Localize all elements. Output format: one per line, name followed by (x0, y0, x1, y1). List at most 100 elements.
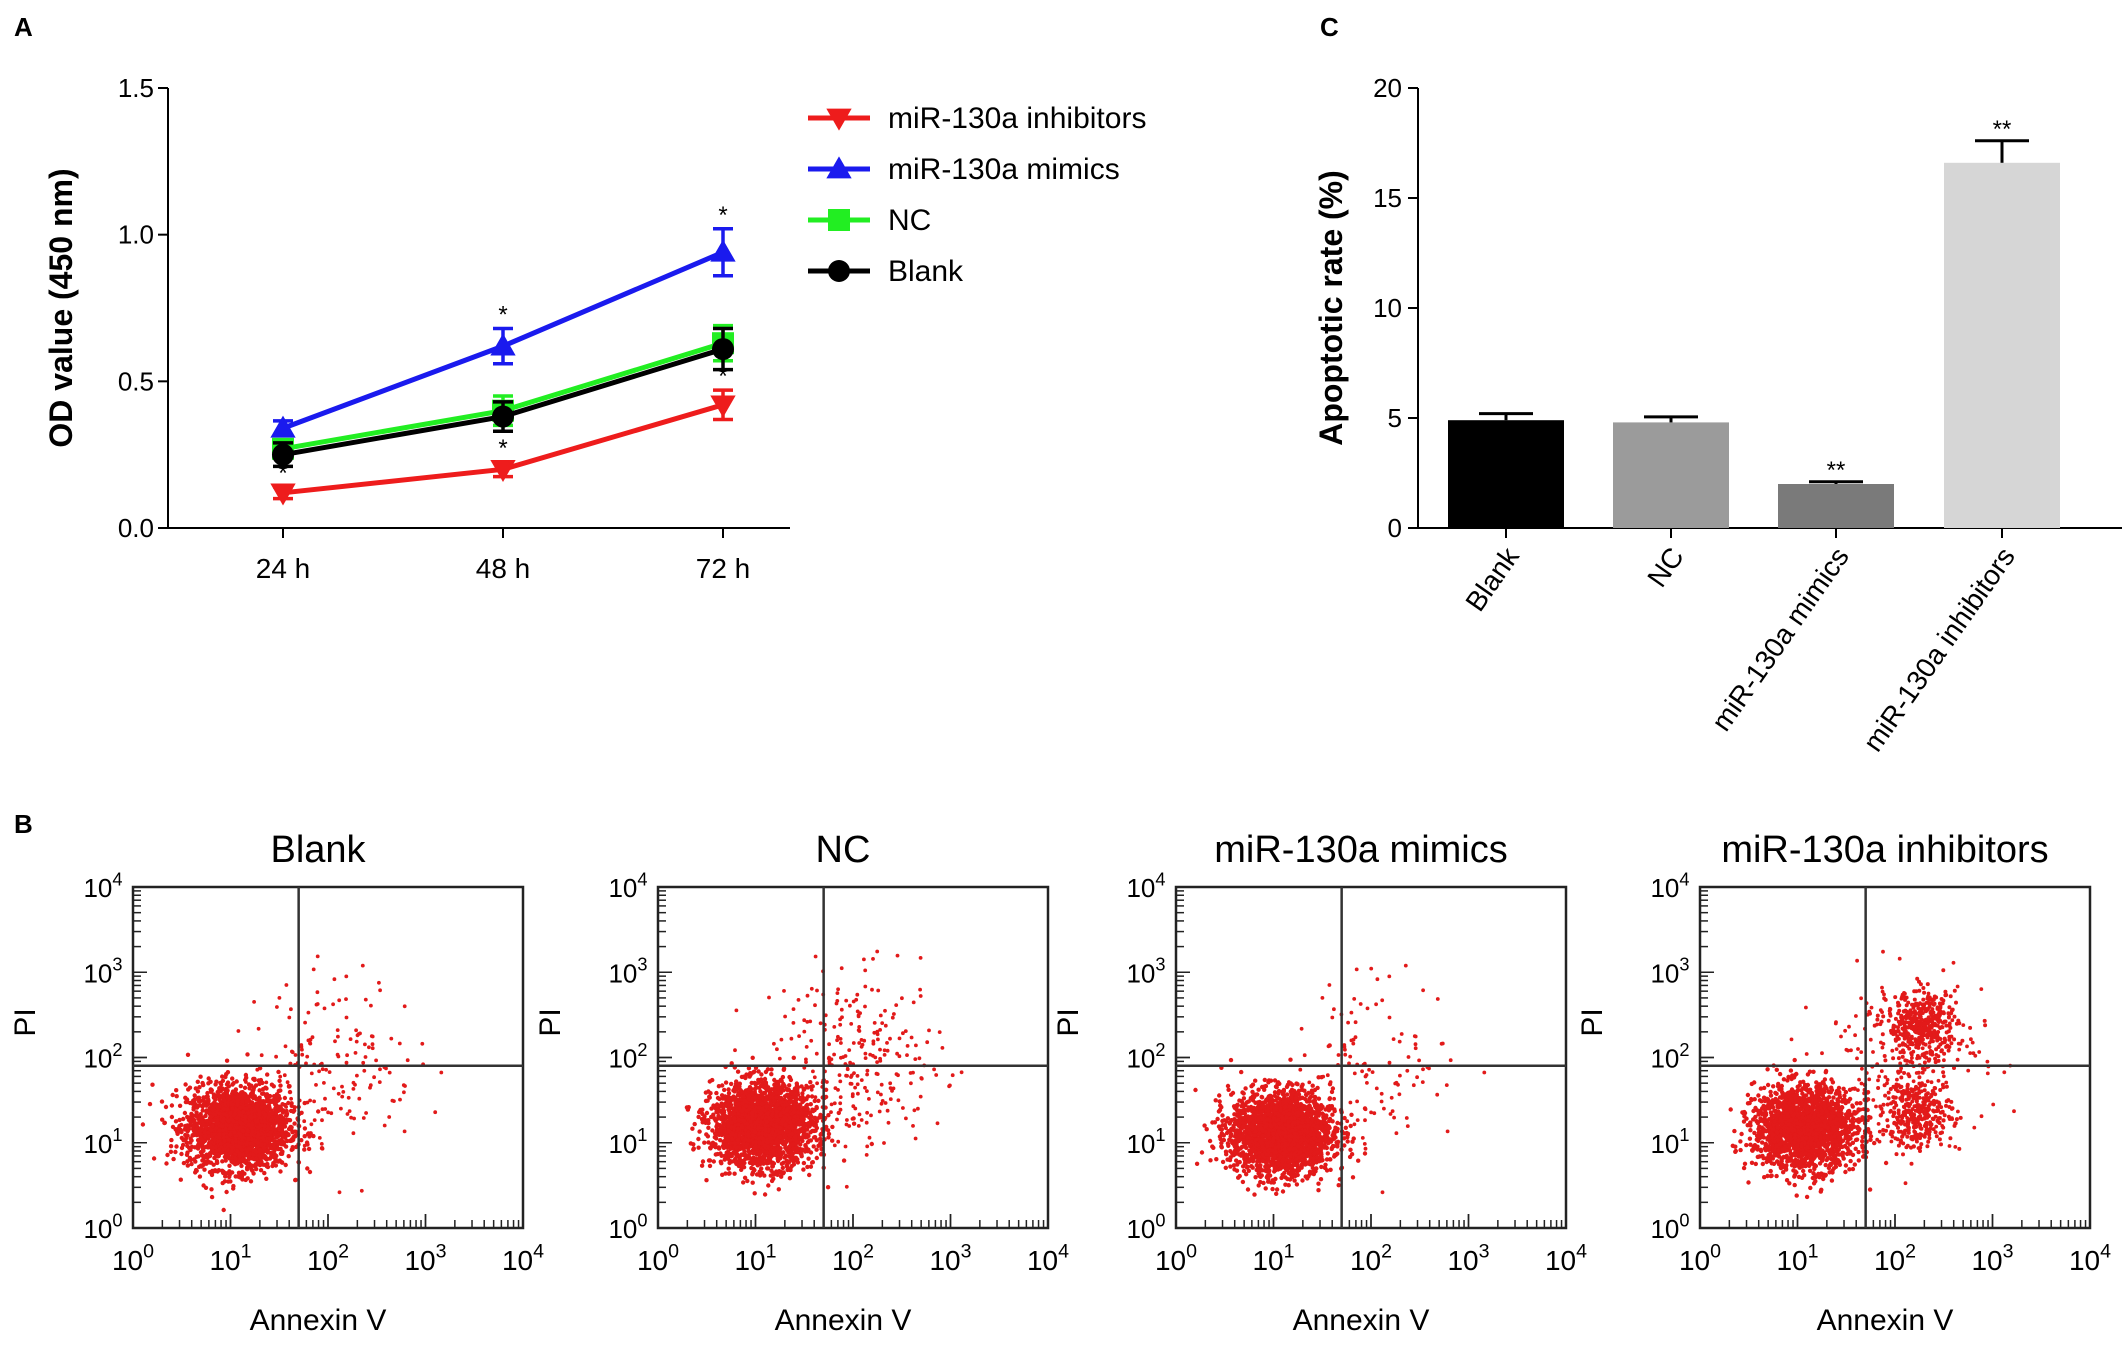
event-dot (345, 1053, 349, 1058)
flow-plot: Blank100100101101102102103103104104Annex… (9, 829, 544, 1337)
event-dot (244, 1099, 250, 1104)
event-dot (244, 1153, 249, 1158)
legend-marker (826, 156, 852, 179)
event-dot (197, 1085, 202, 1090)
event-dot (305, 1166, 310, 1171)
event-dot (168, 1144, 174, 1149)
event-dot (265, 1072, 270, 1077)
y-tick-label: 10 (1373, 293, 1402, 323)
event-dot (201, 1153, 206, 1159)
event-dot (258, 1168, 264, 1173)
event-dot (233, 1138, 238, 1144)
event-dot (798, 1095, 803, 1100)
event-dot (217, 1111, 222, 1116)
legend-label: miR-130a mimics (888, 153, 1120, 186)
event-dot (800, 1099, 805, 1105)
legend-marker (826, 108, 852, 131)
event-dot (223, 1151, 228, 1156)
event-dot (308, 1041, 312, 1046)
event-dot (220, 1180, 225, 1186)
event-dot (249, 1115, 254, 1120)
event-dot (179, 1122, 184, 1128)
event-dot (170, 1092, 175, 1098)
event-dot (255, 1067, 260, 1072)
event-dot (197, 1103, 202, 1108)
event-dot (213, 1082, 218, 1087)
bar (1613, 422, 1729, 528)
y-tick-label: 0.0 (118, 513, 154, 543)
event-dot (213, 1154, 219, 1159)
x-tick-label: miR-130a mimics (1705, 542, 1854, 737)
event-dot (233, 1156, 238, 1161)
event-dot (697, 1129, 702, 1134)
event-dot (225, 1093, 230, 1099)
event-dot (226, 1137, 232, 1142)
event-dot (198, 1135, 203, 1140)
event-dot (360, 963, 365, 968)
event-dot (764, 1150, 770, 1155)
event-dot (177, 1103, 183, 1109)
event-dot (762, 1090, 768, 1096)
event-dot (210, 1149, 215, 1155)
event-dot (708, 1146, 713, 1151)
event-dot (280, 1102, 285, 1107)
data-point (270, 415, 296, 438)
event-dot (170, 1124, 176, 1130)
event-dot (229, 1117, 234, 1122)
event-dot (217, 1147, 222, 1152)
event-dot (336, 1091, 341, 1096)
event-dot (220, 1074, 225, 1079)
event-dot (195, 1146, 201, 1151)
event-dot (704, 1110, 710, 1116)
event-dot (253, 1162, 259, 1168)
event-dot (357, 1096, 362, 1101)
event-dot (228, 1126, 233, 1131)
event-dot (336, 1054, 341, 1059)
event-dot (207, 1160, 212, 1165)
event-dot (183, 1095, 188, 1101)
event-dot (368, 1085, 372, 1090)
event-dot (781, 1066, 787, 1071)
x-tick-label: 72 h (696, 553, 751, 584)
event-dot (286, 1083, 291, 1088)
event-dot (285, 1113, 289, 1117)
event-dot (243, 1114, 248, 1119)
event-dot (808, 1080, 813, 1085)
event-dot (221, 1106, 227, 1112)
event-dot (286, 1132, 291, 1138)
event-dot (726, 1087, 731, 1092)
event-dot (245, 1141, 250, 1146)
event-dot (787, 1083, 792, 1088)
event-dot (274, 1117, 280, 1122)
panel-b-letter: B (14, 809, 33, 839)
event-dot (289, 1007, 293, 1012)
event-dot (696, 1136, 701, 1142)
event-dot (403, 1084, 407, 1088)
event-dot (240, 1128, 245, 1134)
event-dot (288, 1124, 293, 1130)
event-dot (185, 1052, 191, 1058)
event-dot (293, 1053, 298, 1057)
event-dot (762, 1173, 767, 1178)
event-dot (315, 954, 320, 959)
event-dot (314, 1083, 318, 1087)
event-dot (309, 1122, 314, 1127)
event-dot (188, 1120, 193, 1125)
event-dot (339, 1106, 343, 1111)
event-dot (243, 1106, 249, 1111)
event-dot (186, 1087, 191, 1092)
event-dot (274, 1099, 279, 1105)
event-dot (275, 1005, 279, 1009)
event-dot (243, 1072, 249, 1078)
event-dot (252, 1076, 257, 1082)
event-dot (284, 1105, 288, 1109)
event-dot (807, 1172, 812, 1178)
event-dot (278, 1123, 283, 1128)
event-dot (351, 1131, 356, 1136)
event-dot (231, 1186, 236, 1191)
event-dot (305, 1054, 310, 1059)
event-dot (354, 1039, 359, 1044)
event-dot (302, 1119, 307, 1124)
bar (1448, 420, 1564, 528)
event-dot (219, 1082, 224, 1087)
